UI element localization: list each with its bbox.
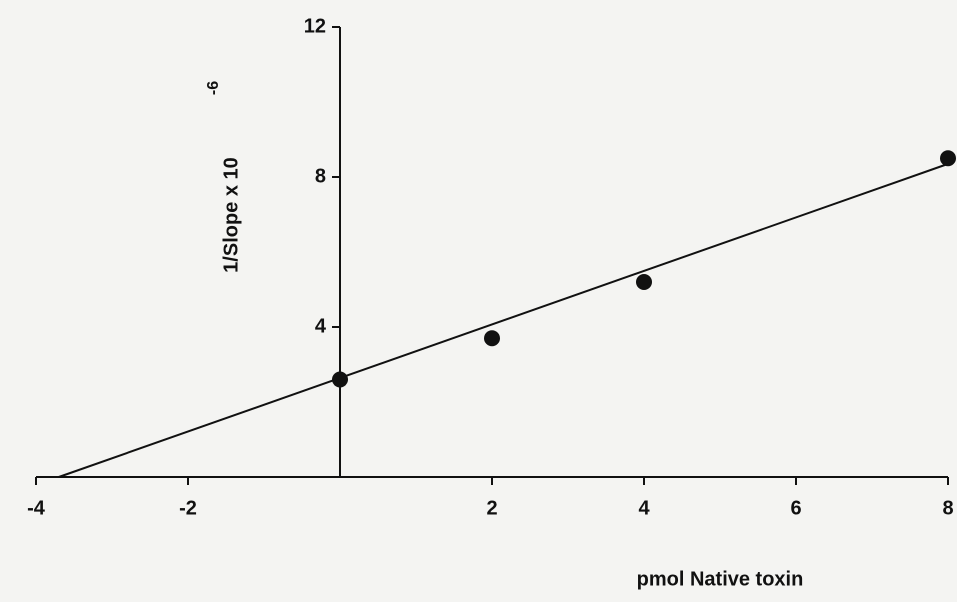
- x-tick-label: -4: [27, 497, 46, 519]
- x-tick-label: 8: [942, 497, 953, 519]
- x-axis-label: pmol Native toxin: [637, 568, 804, 590]
- x-tick-label: 4: [638, 497, 650, 519]
- data-point: [484, 330, 500, 347]
- data-point: [940, 150, 956, 167]
- fit-line: [58, 162, 949, 478]
- x-tick-label: 6: [790, 497, 801, 519]
- x-tick-label: 2: [486, 497, 497, 519]
- x-tick-label: -2: [179, 497, 197, 519]
- y-axis-label-exponent: -6: [205, 81, 222, 95]
- y-axis-label: 1/Slope x 10: [220, 157, 242, 273]
- y-tick-label: 4: [315, 315, 327, 337]
- data-point: [636, 274, 652, 290]
- y-tick-label: 12: [304, 15, 326, 37]
- y-tick-label: 8: [315, 165, 326, 187]
- data-point: [332, 371, 348, 388]
